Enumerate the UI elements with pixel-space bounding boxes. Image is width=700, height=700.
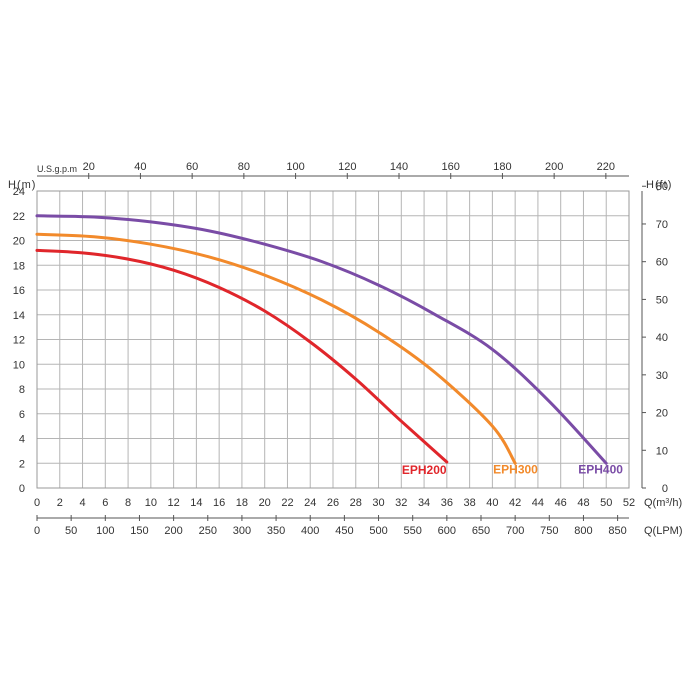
left-axis-unit: H(m) [8, 179, 36, 191]
lpm-tick-label: 0 [34, 525, 40, 537]
ft-tick-label: 80 [656, 181, 668, 193]
lpm-tick-label: 50 [65, 525, 77, 537]
lpm-tick-label: 600 [438, 525, 456, 537]
bottom-flow-unit: Q(m3/h) [644, 497, 682, 509]
lpm-tick-label: 250 [199, 525, 217, 537]
bottom-flow-tick-label: 2 [57, 497, 63, 509]
lpm-tick-label: 400 [301, 525, 319, 537]
grid [36, 190, 630, 489]
bottom-flow-tick-label: 46 [555, 497, 567, 509]
bottom-flow-tick-label: 10 [145, 497, 157, 509]
series-line-eph400 [35, 214, 608, 465]
ft-tick-label: 10 [656, 445, 668, 457]
series-label-eph200: EPH200 [402, 463, 447, 477]
left-tick-label: 0 [19, 483, 25, 495]
ft-tick-label: 70 [656, 219, 668, 231]
left-tick-label: 22 [13, 211, 25, 223]
bottom-flow-tick-label: 14 [190, 497, 202, 509]
gpm-tick-label: 200 [545, 161, 563, 173]
lpm-tick-label: 350 [267, 525, 285, 537]
bottom-flow-tick-label: 42 [509, 497, 521, 509]
gpm-axis-unit: U.S.g.p.m [37, 164, 77, 174]
bottom-flow-tick-label: 12 [167, 497, 179, 509]
bottom-flow-tick-label: 30 [372, 497, 384, 509]
left-tick-label: 8 [19, 384, 25, 396]
series-lines [35, 214, 608, 465]
bottom-flow-tick-label: 52 [623, 497, 635, 509]
bottom-flow-tick-label: 40 [486, 497, 498, 509]
bottom-flow-tick-label: 28 [350, 497, 362, 509]
left-tick-label: 16 [13, 285, 25, 297]
left-tick-label: 10 [13, 359, 25, 371]
bottom-flow-tick-label: 50 [600, 497, 612, 509]
left-tick-label: 18 [13, 260, 25, 272]
bottom-flow-tick-label: 6 [102, 497, 108, 509]
gpm-tick-label: 120 [338, 161, 356, 173]
left-tick-label: 12 [13, 335, 25, 347]
lpm-tick-label: 200 [164, 525, 182, 537]
bottom-flow-tick-label: 22 [281, 497, 293, 509]
series-label-eph300: EPH300 [493, 462, 538, 476]
left-tick-label: 14 [13, 310, 25, 322]
bottom-flow-tick-label: 8 [125, 497, 131, 509]
bottom-flow-tick-label: 0 [34, 497, 40, 509]
left-tick-label: 4 [19, 434, 25, 446]
bottom-flow-tick-label: 20 [259, 497, 271, 509]
bottom-flow-tick-label: 16 [213, 497, 225, 509]
gpm-tick-label: 40 [134, 161, 146, 173]
bottom-flow-tick-label: 24 [304, 497, 316, 509]
lpm-tick-label: 800 [574, 525, 592, 537]
ft-tick-label: 50 [656, 294, 668, 306]
gpm-tick-label: 140 [390, 161, 408, 173]
left-tick-label: 20 [13, 236, 25, 248]
lpm-tick-label: 650 [472, 525, 490, 537]
labels: EPH200 EPH300 EPH400 [402, 462, 623, 477]
ft-tick-label: 60 [656, 257, 668, 269]
series-line-eph300 [35, 232, 517, 465]
gpm-tick-label: 100 [286, 161, 304, 173]
series-line-eph200 [35, 248, 449, 464]
lpm-tick-label: 500 [369, 525, 387, 537]
right-axis-unit: H(ft) [646, 179, 672, 191]
bottom-flow-tick-label: 34 [418, 497, 430, 509]
lpm-tick-label: 750 [540, 525, 558, 537]
ft-tick-label: 40 [656, 332, 668, 344]
ft-tick-label: 30 [656, 370, 668, 382]
bottom-flow-tick-label: 44 [532, 497, 544, 509]
bottom-flow-tick-label: 48 [577, 497, 589, 509]
lpm-axis-unit: Q(LPM) [644, 525, 683, 537]
left-tick-label: 6 [19, 409, 25, 421]
gpm-tick-label: 220 [597, 161, 615, 173]
lpm-tick-label: 100 [96, 525, 114, 537]
gpm-tick-label: 160 [442, 161, 460, 173]
plot-frame [36, 190, 630, 489]
lpm-tick-label: 300 [233, 525, 251, 537]
lpm-tick-label: 700 [506, 525, 524, 537]
bottom-flow-tick-label: 18 [236, 497, 248, 509]
left-tick-label: 2 [19, 458, 25, 470]
bottom-flow-tick-label: 38 [463, 497, 475, 509]
bottom-flow-tick-label: 4 [79, 497, 85, 509]
bottom-flow-tick-label: 32 [395, 497, 407, 509]
lpm-tick-label: 150 [130, 525, 148, 537]
bottom-flow-tick-label: 36 [441, 497, 453, 509]
gpm-tick-label: 60 [186, 161, 198, 173]
bottom-flow-tick-label: 26 [327, 497, 339, 509]
ft-tick-label: 20 [656, 408, 668, 420]
series-label-eph400: EPH400 [578, 462, 623, 476]
gpm-tick-label: 80 [238, 161, 250, 173]
lpm-tick-label: 450 [335, 525, 353, 537]
lpm-tick-label: 850 [608, 525, 626, 537]
lpm-tick-label: 550 [404, 525, 422, 537]
gpm-tick-label: 20 [83, 161, 95, 173]
ft-tick-label: 0 [662, 483, 668, 495]
gpm-tick-label: 180 [493, 161, 511, 173]
left-tick-label: 24 [13, 186, 25, 198]
